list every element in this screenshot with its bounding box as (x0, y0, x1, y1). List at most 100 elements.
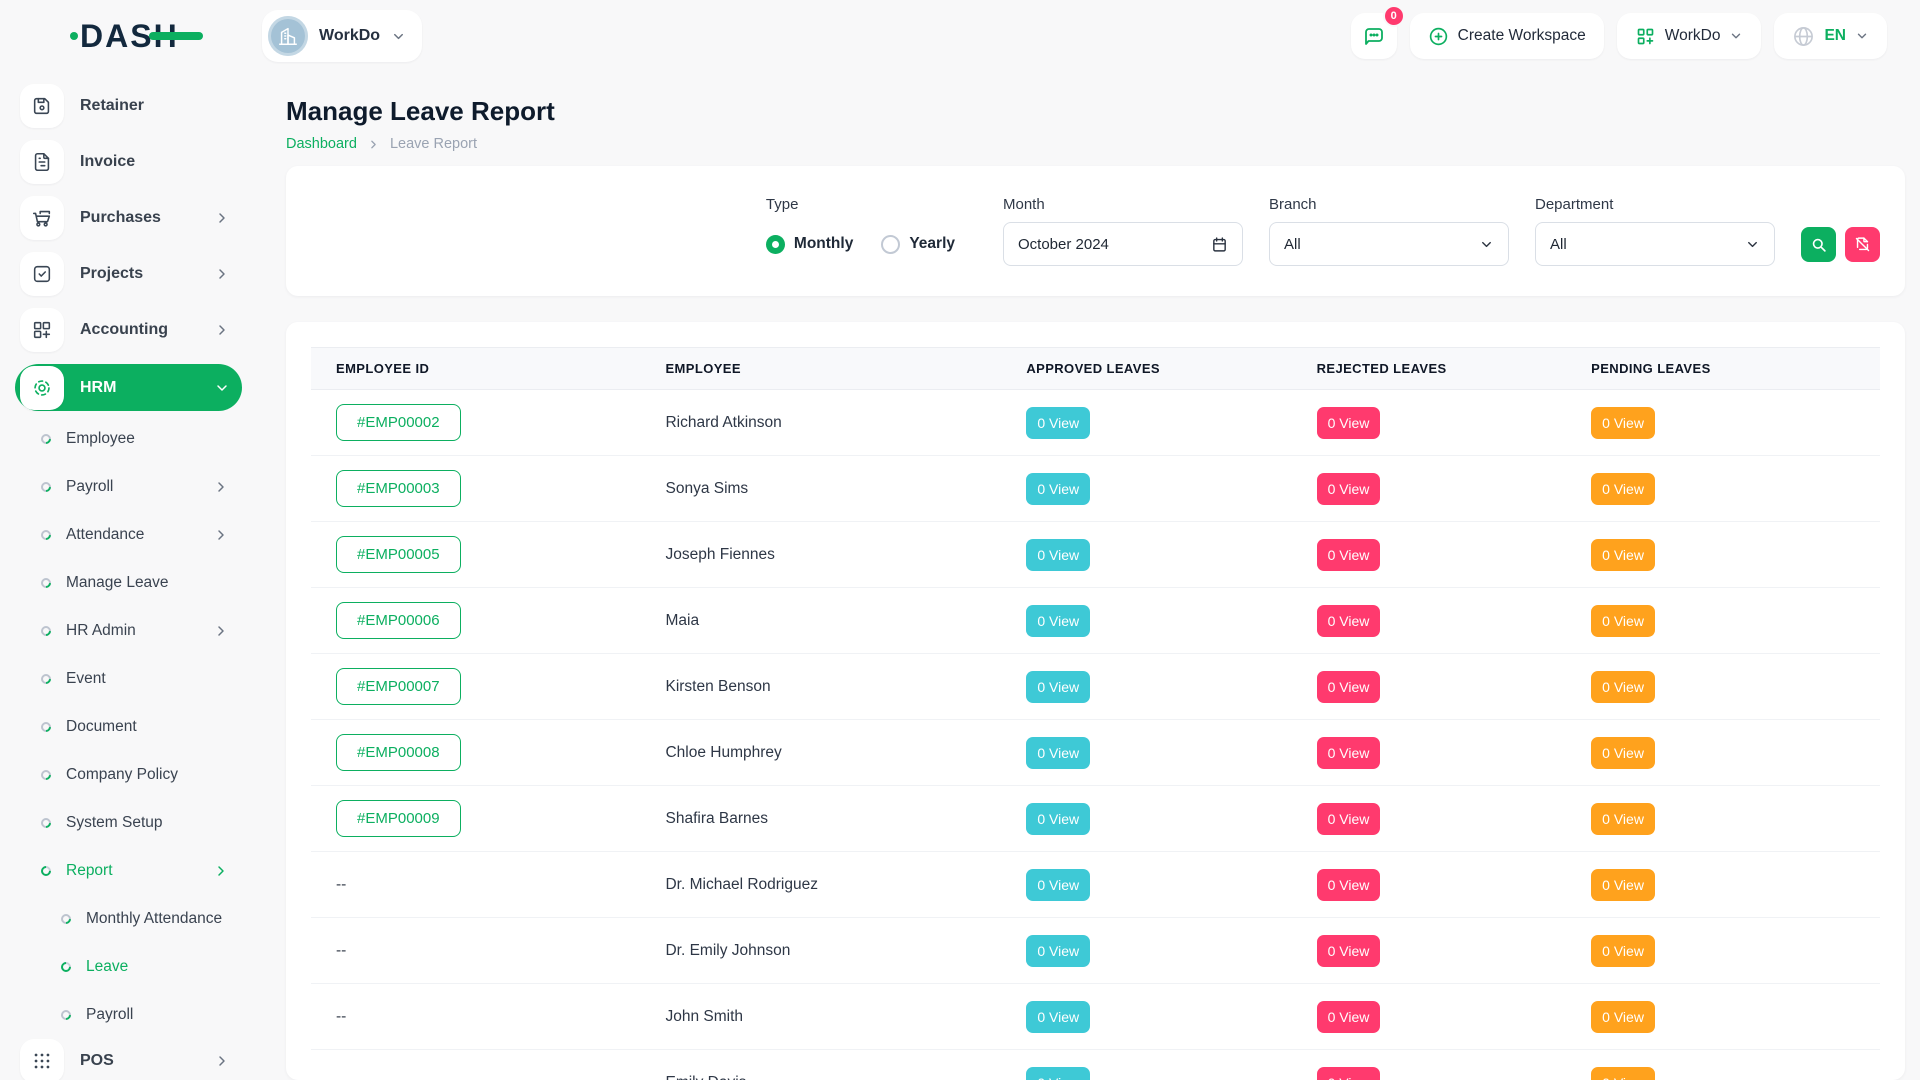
search-button[interactable] (1801, 227, 1836, 262)
sidebar-item-projects[interactable]: Projects (20, 252, 242, 296)
employee-id-badge[interactable]: #EMP00003 (336, 470, 461, 507)
rejected-leaves-badge[interactable]: 0 View (1316, 1066, 1381, 1080)
sidebar-item-hrm[interactable]: HRM (15, 364, 242, 411)
pending-leaves-badge[interactable]: 0 View (1591, 1066, 1655, 1080)
chevron-down-icon (1729, 29, 1743, 43)
rejected-leaves-badge[interactable]: 0 View (1316, 472, 1381, 505)
rejected-leaves-badge[interactable]: 0 View (1316, 868, 1381, 901)
sidebar-item-payroll[interactable]: Payroll (15, 463, 247, 511)
sidebar-item-report[interactable]: Report (15, 847, 247, 895)
table-row: -- Dr. Emily Johnson 0 View 0 View 0 View (311, 917, 1880, 984)
pending-leaves-badge[interactable]: 0 View (1591, 1000, 1655, 1033)
department-select[interactable]: All (1535, 222, 1775, 266)
month-input[interactable]: October 2024 (1003, 222, 1243, 266)
rejected-leaves-badge[interactable]: 0 View (1316, 670, 1381, 703)
sidebar-item-attendance[interactable]: Attendance (15, 511, 247, 559)
approved-leaves-badge[interactable]: 0 View (1026, 604, 1091, 637)
sidebar-item-accounting[interactable]: Accounting (20, 308, 242, 352)
bullet-icon (38, 863, 54, 879)
bullet-icon (58, 1007, 74, 1023)
sidebar-item-purchases[interactable]: Purchases (20, 196, 242, 240)
pending-leaves-badge[interactable]: 0 View (1591, 736, 1655, 769)
sidebar-item-employee[interactable]: Employee (15, 415, 247, 463)
employee-id-badge[interactable]: #EMP00002 (336, 404, 461, 441)
sidebar-item-label: Monthly Attendance (86, 910, 223, 927)
calendar-icon (1211, 236, 1228, 253)
rejected-leaves-badge[interactable]: 0 View (1316, 1000, 1381, 1033)
pending-leaves-badge[interactable]: 0 View (1591, 472, 1655, 505)
sidebar-item-invoice[interactable]: Invoice (20, 140, 242, 184)
radio-monthly[interactable]: Monthly (765, 234, 853, 254)
sidebar-item-pos[interactable]: POS (20, 1039, 242, 1080)
sidebar-item-label: POS (80, 1052, 114, 1069)
rejected-leaves-badge[interactable]: 0 View (1316, 802, 1381, 835)
employee-id-badge[interactable]: #EMP00009 (336, 800, 461, 837)
employee-name: John Smith (665, 1007, 744, 1025)
approved-leaves-badge[interactable]: 0 View (1026, 538, 1091, 571)
language-selector[interactable]: EN (1774, 13, 1887, 59)
pending-leaves-badge[interactable]: 0 View (1591, 802, 1655, 835)
chevron-right-icon (214, 266, 230, 282)
table-row: -- John Smith 0 View 0 View 0 View (311, 983, 1880, 1050)
bullet-icon (38, 623, 54, 639)
approved-leaves-badge[interactable]: 0 View (1026, 670, 1091, 703)
rejected-leaves-badge[interactable]: 0 View (1316, 736, 1381, 769)
rejected-leaves-badge[interactable]: 0 View (1316, 604, 1381, 637)
reset-filter-button[interactable] (1845, 227, 1880, 262)
rejected-leaves-badge[interactable]: 0 View (1316, 406, 1381, 439)
sidebar-item-event[interactable]: Event (15, 655, 247, 703)
employee-name: Dr. Michael Rodriguez (665, 875, 818, 893)
approved-leaves-badge[interactable]: 0 View (1026, 406, 1091, 439)
workspace-selector[interactable]: WorkDo (262, 10, 423, 62)
approved-leaves-badge[interactable]: 0 View (1026, 802, 1091, 835)
pending-leaves-badge[interactable]: 0 View (1591, 934, 1655, 967)
sidebar-item-label: Employee (66, 430, 135, 447)
messages-button[interactable]: 0 (1350, 5, 1405, 59)
sidebar-item-label: Document (66, 718, 137, 735)
approved-leaves-badge[interactable]: 0 View (1026, 934, 1091, 967)
sidebar-item-document[interactable]: Document (15, 703, 247, 751)
language-code: EN (1824, 27, 1846, 44)
breadcrumb-dashboard-link[interactable]: Dashboard (286, 136, 357, 152)
month-label: Month (1003, 196, 1045, 213)
radio-yearly-dot (881, 234, 901, 254)
approved-leaves-badge[interactable]: 0 View (1026, 868, 1091, 901)
sidebar-item-payroll[interactable]: Payroll (15, 991, 247, 1039)
sidebar-item-leave[interactable]: Leave (15, 943, 247, 991)
chevron-right-icon (213, 527, 229, 543)
rejected-leaves-badge[interactable]: 0 View (1316, 934, 1381, 967)
sidebar-item-system-setup[interactable]: System Setup (15, 799, 247, 847)
sidebar-item-company-policy[interactable]: Company Policy (15, 751, 247, 799)
pending-leaves-badge[interactable]: 0 View (1591, 406, 1655, 439)
chevron-right-icon (214, 322, 230, 338)
employee-id-empty: -- (336, 875, 347, 893)
pending-leaves-badge[interactable]: 0 View (1591, 670, 1655, 703)
pending-leaves-badge[interactable]: 0 View (1591, 604, 1655, 637)
bullet-icon (58, 959, 74, 975)
employee-id-badge[interactable]: #EMP00005 (336, 536, 461, 573)
approved-leaves-badge[interactable]: 0 View (1026, 736, 1091, 769)
pending-leaves-badge[interactable]: 0 View (1591, 538, 1655, 571)
sidebar-item-hr-admin[interactable]: HR Admin (15, 607, 247, 655)
employee-id-badge[interactable]: #EMP00007 (336, 668, 461, 705)
approved-leaves-badge[interactable]: 0 View (1026, 1000, 1091, 1033)
pending-leaves-badge[interactable]: 0 View (1591, 868, 1655, 901)
sidebar-item-retainer[interactable]: Retainer (20, 84, 242, 128)
employee-id-badge[interactable]: #EMP00008 (336, 734, 461, 771)
sidebar-item-label: Payroll (86, 1006, 134, 1023)
branch-select[interactable]: All (1269, 222, 1509, 266)
approved-leaves-badge[interactable]: 0 View (1026, 472, 1091, 505)
employee-id-badge[interactable]: #EMP00006 (336, 602, 461, 639)
approved-leaves-badge[interactable]: 0 View (1026, 1066, 1091, 1080)
workdo-apps-button[interactable]: WorkDo (1616, 13, 1762, 59)
rejected-leaves-badge[interactable]: 0 View (1316, 538, 1381, 571)
search-icon (1810, 236, 1827, 253)
brand-logo[interactable]: DASH (0, 20, 262, 52)
sidebar-item-manage-leave[interactable]: Manage Leave (15, 559, 247, 607)
table-header-row: EMPLOYEE ID EMPLOYEE APPROVED LEAVES REJECT… (311, 347, 1880, 390)
radio-yearly[interactable]: Yearly (881, 234, 955, 254)
globe-icon (1792, 25, 1815, 48)
create-workspace-button[interactable]: Create Workspace (1409, 13, 1604, 59)
dots-grid-icon (20, 1039, 64, 1080)
sidebar-item-monthly-attendance[interactable]: Monthly Attendance (15, 895, 247, 943)
